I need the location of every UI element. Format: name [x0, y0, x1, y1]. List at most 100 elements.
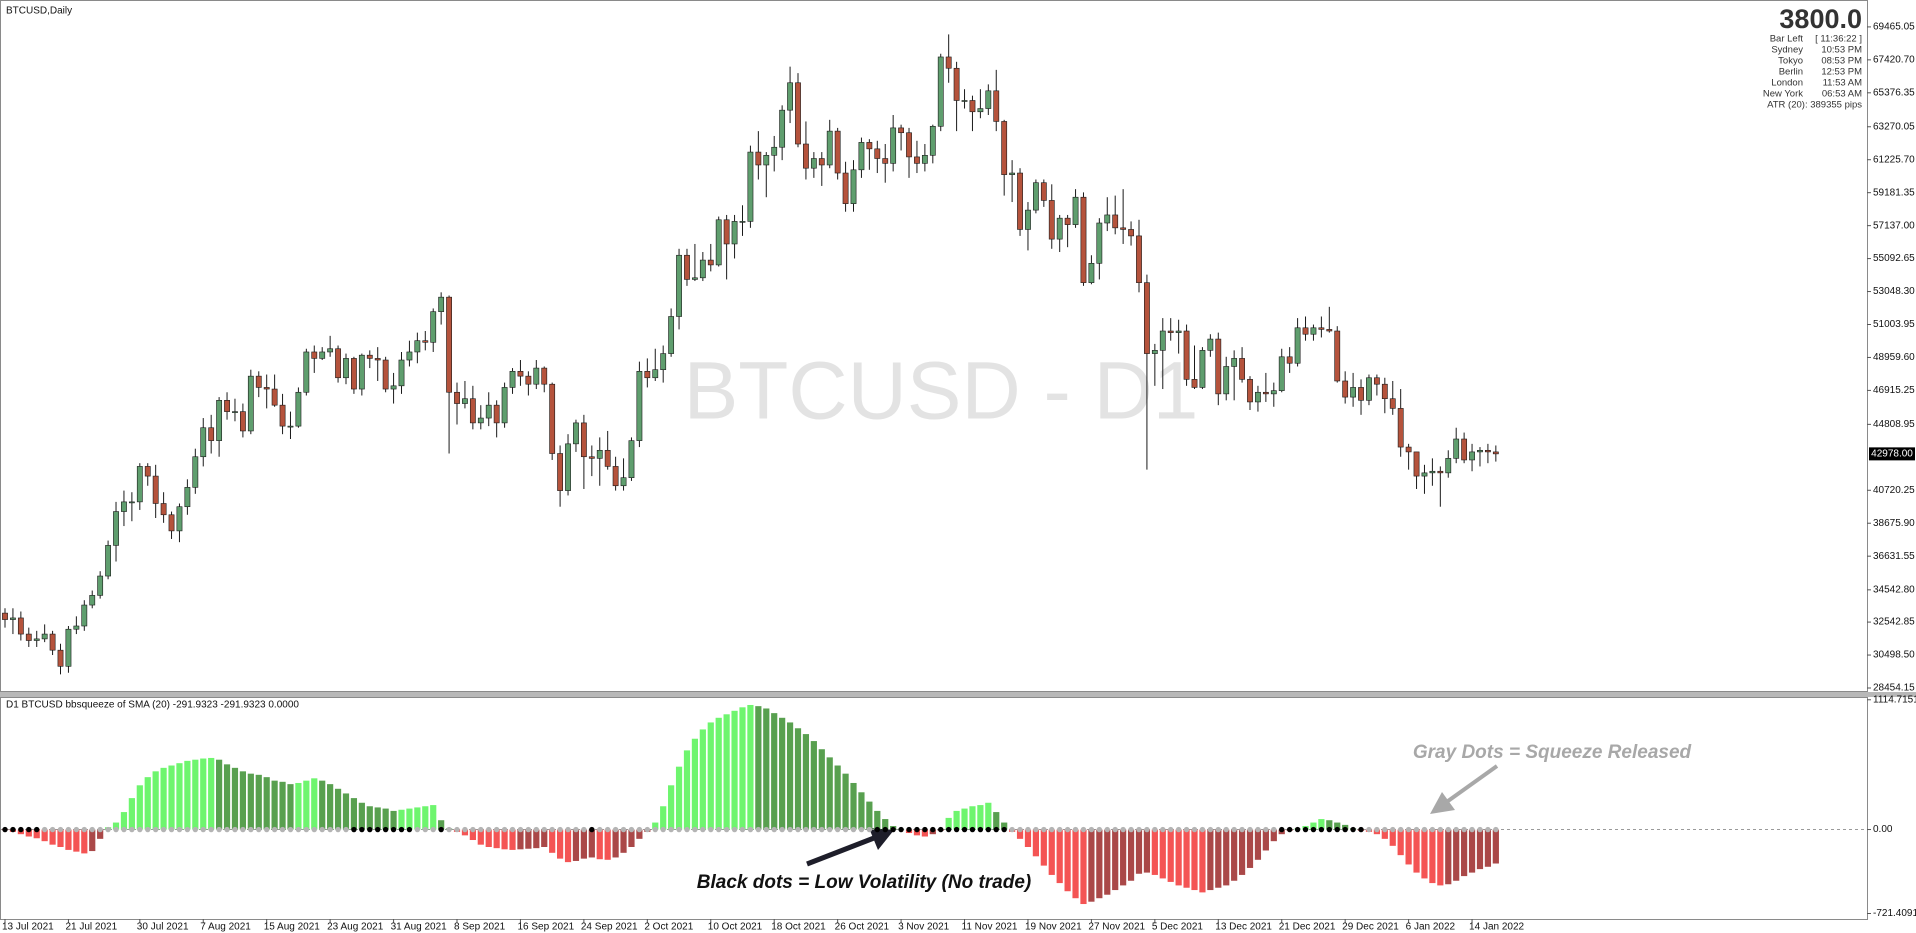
candle-body — [1183, 330, 1190, 380]
histogram-bar — [1088, 829, 1095, 902]
histogram-bar — [358, 802, 365, 830]
squeeze-dot — [1025, 826, 1031, 833]
candle-body — [1397, 408, 1404, 448]
squeeze-dot — [168, 826, 175, 833]
candle-body — [1405, 446, 1412, 453]
squeeze-dot — [549, 826, 555, 833]
histogram-bar — [1001, 822, 1008, 830]
candle-body — [771, 146, 778, 156]
squeeze-dot — [930, 826, 936, 833]
histogram-bar — [1262, 829, 1269, 851]
squeeze-dot — [279, 826, 286, 833]
x-tick-label: 31 Aug 2021 — [391, 922, 448, 933]
squeeze-dot — [1096, 826, 1103, 833]
squeeze-dot — [1175, 826, 1182, 833]
y-tick-label: 30498.50 — [1873, 650, 1915, 661]
candle-body — [1421, 472, 1428, 477]
histogram-bar — [699, 729, 706, 830]
histogram-bar — [604, 829, 611, 860]
histogram-bar — [691, 738, 699, 830]
histogram-bar — [1207, 829, 1214, 891]
histogram-bar — [366, 806, 373, 830]
squeeze-dot — [1437, 826, 1444, 833]
histogram-bar — [1413, 829, 1420, 873]
candle-body — [580, 422, 587, 458]
histogram-bar — [160, 767, 167, 830]
squeeze-dot — [414, 826, 421, 833]
candle-body — [858, 142, 865, 171]
candle-body — [49, 633, 56, 651]
candle-body — [366, 354, 373, 359]
candle-body — [454, 391, 460, 404]
squeeze-dot — [1056, 826, 1063, 833]
squeeze-dot — [137, 826, 143, 833]
squeeze-dot — [589, 826, 595, 833]
candle-body — [588, 456, 595, 459]
candle-body — [1207, 338, 1214, 351]
histogram-bar — [81, 829, 88, 854]
candle-body — [501, 387, 508, 424]
squeeze-dot — [938, 826, 944, 833]
histogram-bar — [33, 829, 40, 839]
candle-body — [216, 400, 223, 441]
candle-body — [1025, 209, 1031, 230]
candle-body — [731, 221, 738, 245]
histogram-bar — [850, 782, 857, 830]
squeeze-dot — [446, 826, 452, 833]
histogram-bar — [913, 829, 921, 836]
squeeze-dot — [327, 826, 333, 833]
histogram-bar — [89, 829, 96, 852]
histogram-bar — [834, 765, 841, 830]
x-tick-label: 21 Dec 2021 — [1279, 922, 1336, 933]
candle-body — [430, 311, 437, 343]
squeeze-dot — [478, 826, 484, 833]
info-big: 3800.0 — [1779, 4, 1862, 34]
candle-body — [1151, 350, 1158, 354]
squeeze-dot — [723, 826, 730, 833]
candle-body — [1175, 330, 1182, 333]
squeeze-dot — [216, 826, 222, 833]
squeeze-dot — [121, 826, 127, 833]
squeeze-dot — [438, 826, 444, 833]
candle-body — [977, 108, 984, 113]
squeeze-dot — [858, 826, 865, 833]
histogram-bar — [564, 829, 572, 863]
candle-body — [343, 358, 349, 379]
squeeze-dot — [906, 826, 912, 833]
squeeze-dot — [1294, 826, 1301, 833]
histogram-bar — [216, 759, 223, 830]
squeeze-dot — [961, 826, 968, 833]
candle-body — [422, 340, 429, 343]
last-price-box — [1869, 447, 1915, 461]
histogram-bar — [239, 771, 246, 830]
squeeze-dot — [779, 826, 785, 833]
histogram-bar — [112, 822, 120, 830]
candle-body — [1373, 377, 1380, 385]
candle-body — [1239, 358, 1245, 380]
squeeze-dot — [827, 826, 833, 833]
squeeze-dot — [882, 826, 888, 833]
squeeze-dot — [1215, 826, 1221, 833]
candle-body — [128, 501, 135, 504]
candle-body — [1215, 338, 1222, 395]
squeeze-dot — [501, 826, 508, 833]
candle-body — [255, 375, 262, 388]
candle-body — [160, 503, 167, 516]
histogram-bar — [1127, 829, 1135, 881]
histogram-bar — [485, 829, 492, 847]
squeeze-dot — [192, 826, 199, 833]
histogram-bar — [652, 822, 659, 830]
candle-body — [533, 367, 540, 385]
histogram-bar — [1429, 829, 1436, 884]
histogram-bar — [57, 829, 64, 847]
histogram-bar — [1112, 829, 1119, 891]
histogram-bar — [1183, 829, 1190, 888]
candle-body — [1136, 235, 1142, 283]
histogram-bar — [1040, 829, 1047, 866]
squeeze-dot — [834, 826, 841, 833]
squeeze-dot — [1128, 826, 1134, 833]
x-tick-label: 13 Jul 2021 — [2, 922, 54, 933]
histogram-bar — [1151, 829, 1158, 875]
histogram-bar — [541, 829, 548, 847]
y-tick-label: 55092.65 — [1873, 253, 1915, 264]
